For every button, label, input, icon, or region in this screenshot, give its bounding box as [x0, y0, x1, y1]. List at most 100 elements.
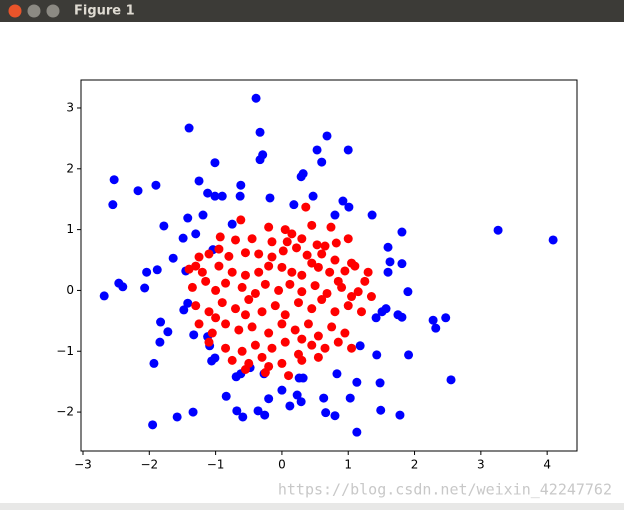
x-tick-label: −3	[74, 458, 92, 472]
point	[296, 397, 306, 407]
point	[303, 319, 313, 329]
point	[255, 155, 265, 165]
point	[297, 287, 307, 297]
point	[231, 304, 241, 314]
point	[168, 253, 178, 263]
point	[211, 313, 221, 323]
point	[210, 353, 220, 363]
point	[148, 420, 158, 430]
close-button[interactable]	[8, 4, 22, 18]
point	[156, 317, 166, 327]
point	[320, 241, 330, 251]
point	[360, 276, 370, 286]
point	[308, 191, 318, 201]
point	[441, 313, 451, 323]
point	[270, 301, 280, 311]
point	[214, 261, 224, 271]
point	[301, 202, 311, 212]
point	[221, 319, 231, 329]
point	[287, 267, 297, 277]
point	[240, 270, 250, 280]
x-tick-label: −1	[207, 458, 225, 472]
point	[236, 215, 246, 225]
point	[285, 279, 295, 289]
point	[307, 340, 317, 350]
point	[197, 267, 207, 277]
x-tick-label: 3	[477, 458, 485, 472]
point	[133, 186, 143, 196]
point	[343, 145, 353, 155]
point	[277, 358, 287, 368]
point	[257, 307, 267, 317]
point	[235, 191, 245, 201]
point	[377, 307, 387, 317]
point	[237, 282, 247, 292]
point	[312, 145, 322, 155]
y-tick-label: −2	[56, 405, 74, 419]
point	[383, 242, 393, 252]
point	[221, 343, 231, 353]
point	[198, 210, 208, 220]
point	[240, 248, 250, 258]
point	[204, 249, 214, 259]
point	[264, 261, 274, 271]
point	[312, 240, 322, 250]
point	[227, 219, 237, 229]
point	[232, 406, 242, 416]
point	[265, 193, 275, 203]
point	[155, 337, 165, 347]
point	[322, 288, 332, 298]
point	[267, 343, 277, 353]
window-title: Figure 1	[74, 4, 135, 19]
point	[247, 234, 257, 244]
point	[292, 243, 302, 253]
point	[189, 330, 199, 340]
point	[395, 410, 405, 420]
point	[264, 222, 274, 232]
point	[240, 310, 250, 320]
point	[149, 358, 159, 368]
maximize-button[interactable]	[46, 4, 60, 18]
point	[325, 267, 335, 277]
point	[280, 337, 290, 347]
point	[352, 427, 362, 437]
point	[375, 378, 385, 388]
x-tick-label: 0	[278, 458, 286, 472]
point	[280, 225, 290, 235]
point	[333, 337, 343, 347]
point	[250, 340, 260, 350]
point	[255, 127, 265, 137]
point	[277, 385, 287, 395]
point	[142, 267, 152, 277]
point	[385, 257, 395, 267]
point	[313, 352, 323, 362]
point	[240, 365, 250, 375]
point	[404, 350, 414, 360]
point	[254, 249, 264, 259]
point	[317, 295, 327, 305]
plot	[99, 93, 558, 437]
point	[313, 331, 323, 341]
point	[211, 285, 221, 295]
point	[215, 232, 225, 242]
point	[353, 287, 363, 297]
point	[210, 191, 220, 201]
point	[191, 229, 201, 239]
point	[338, 196, 348, 206]
y-tick-label: 0	[66, 283, 74, 297]
minimize-button[interactable]	[27, 4, 41, 18]
point	[313, 262, 323, 272]
point	[352, 377, 362, 387]
point	[302, 250, 312, 260]
point	[257, 352, 267, 362]
point	[290, 325, 300, 335]
point	[431, 323, 441, 333]
point	[293, 298, 303, 308]
point	[330, 255, 340, 265]
point	[366, 292, 376, 302]
toolbar	[0, 503, 624, 510]
x-tick-label: 2	[411, 458, 419, 472]
y-tick-label: −1	[56, 344, 74, 358]
point	[292, 390, 302, 400]
point	[297, 234, 307, 244]
